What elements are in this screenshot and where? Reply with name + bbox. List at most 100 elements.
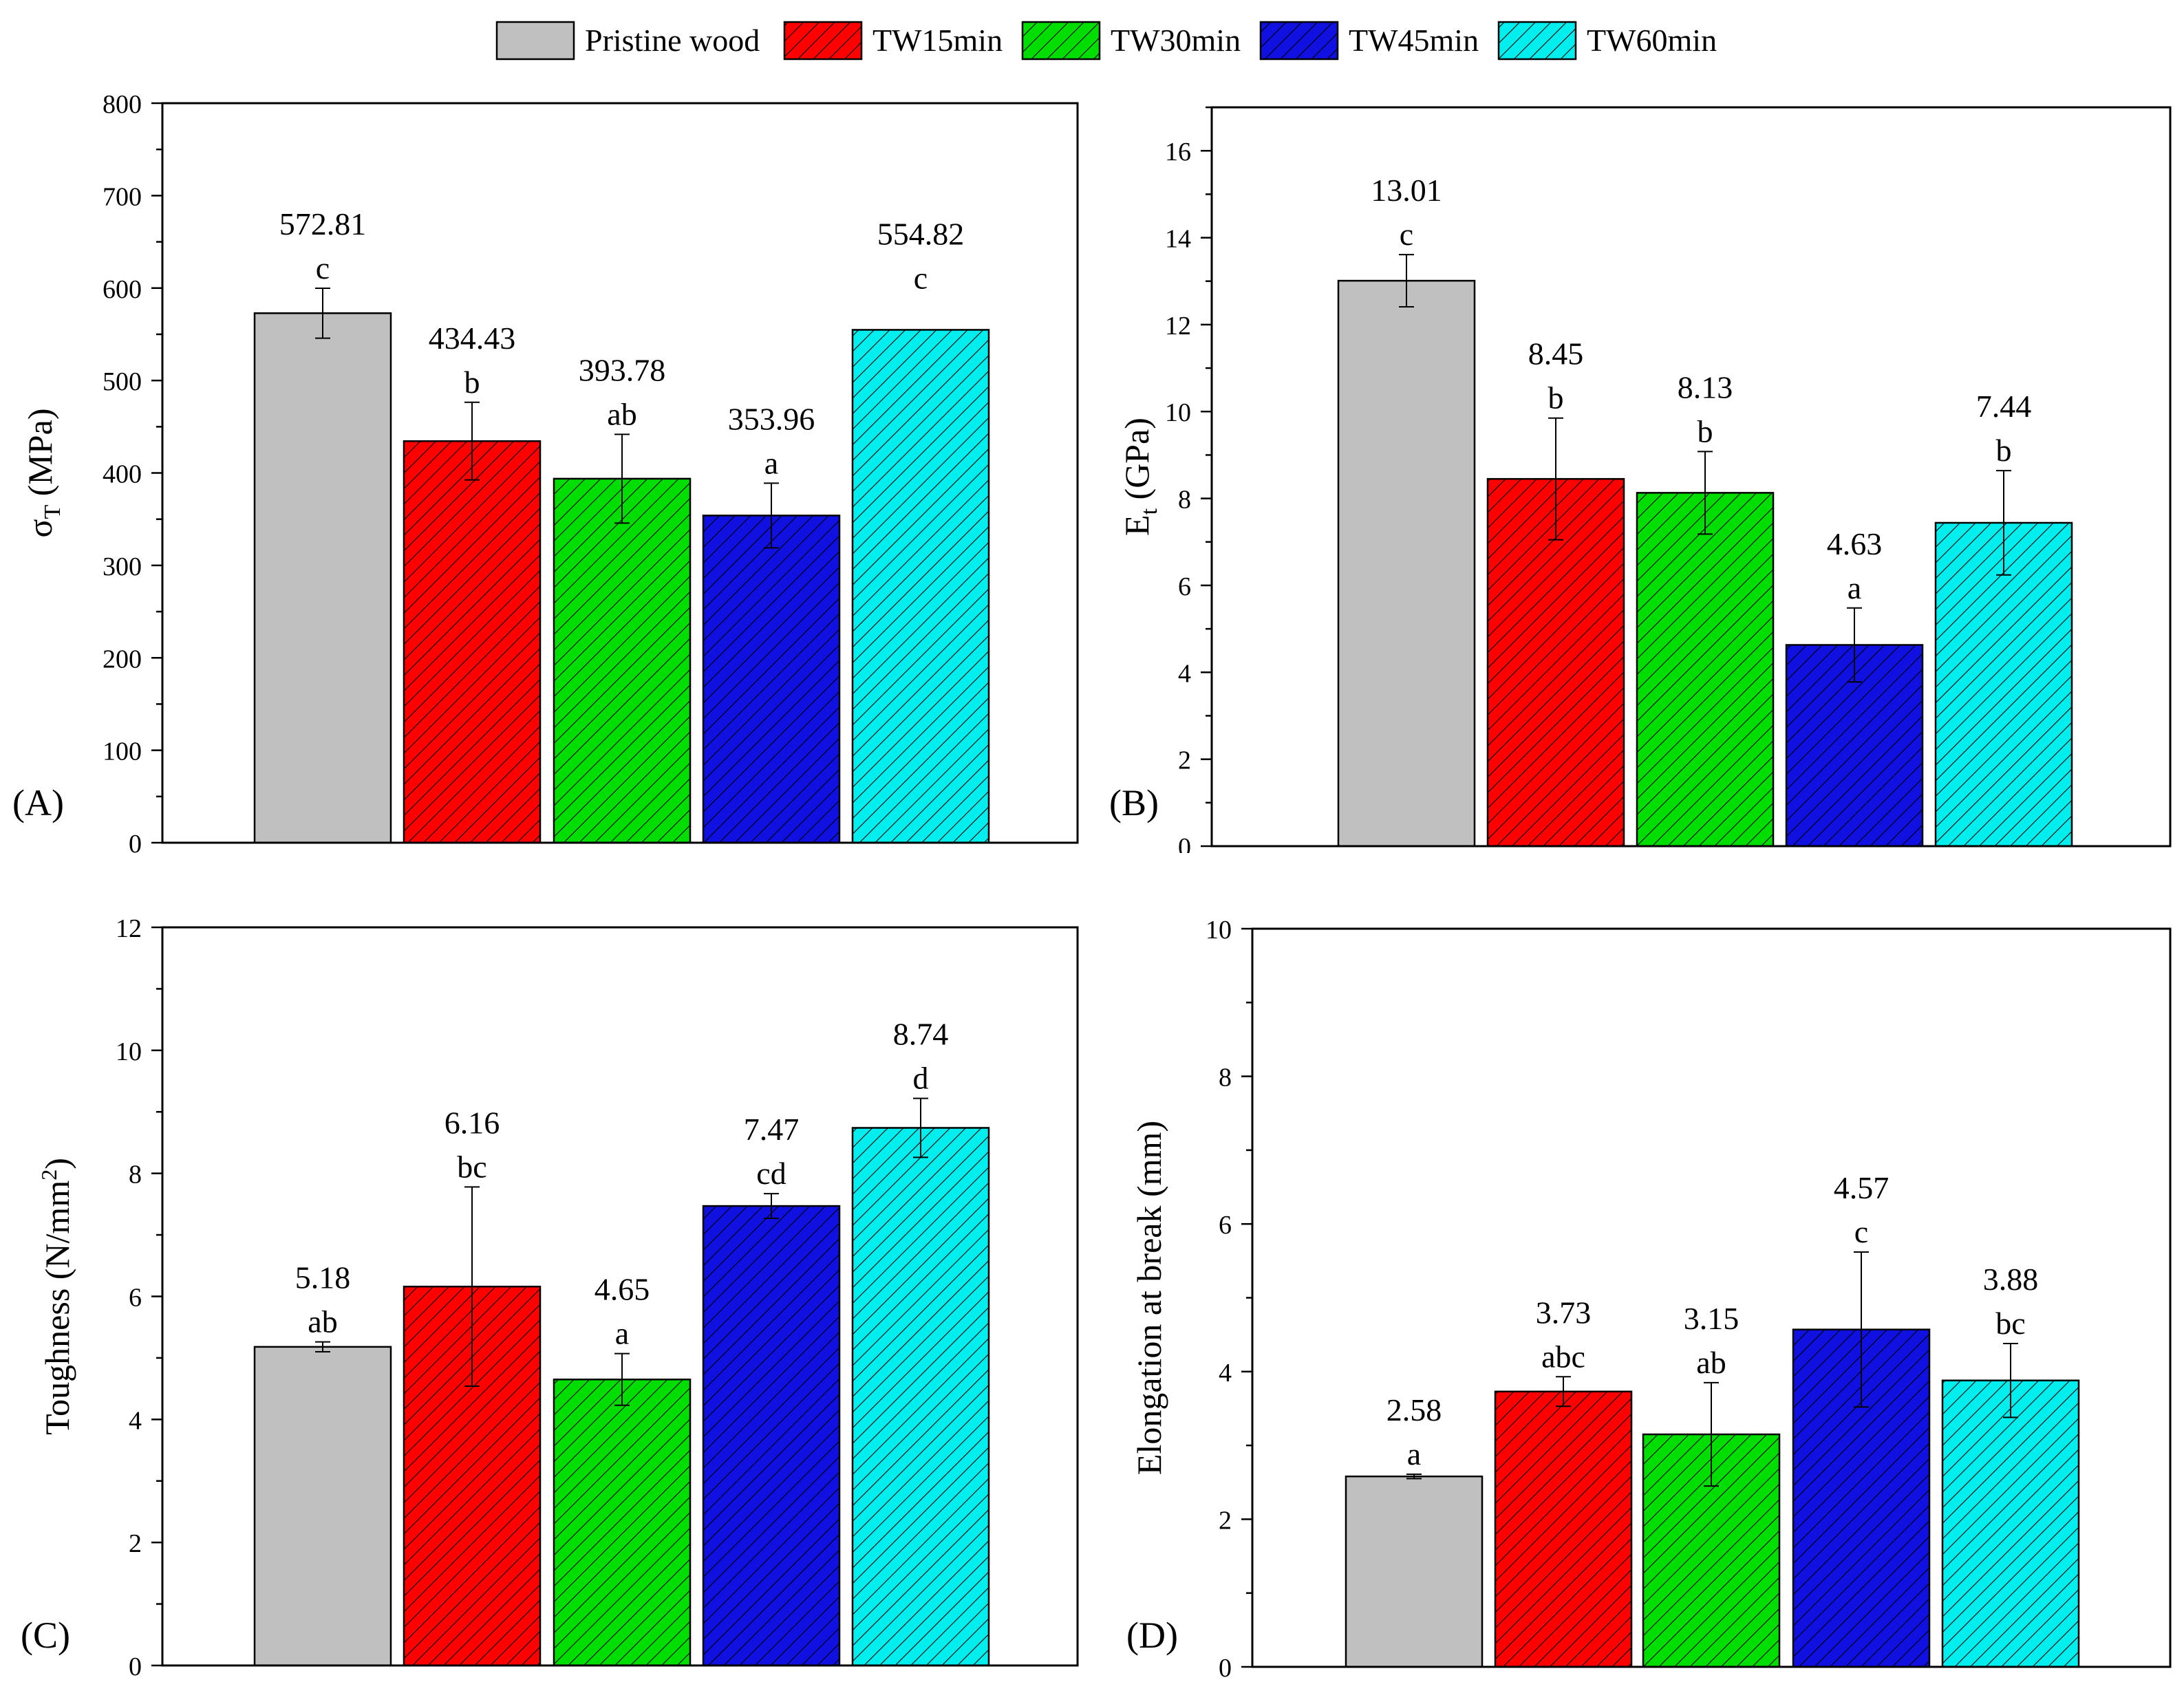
- error-bar-4: [1996, 470, 2011, 576]
- error-bar-1: [1556, 1376, 1571, 1408]
- error-bar-3: [1847, 607, 1862, 683]
- error-bar-3: [1854, 1251, 1869, 1408]
- value-label: 4.65: [595, 1272, 650, 1307]
- significance-letter: b: [1996, 433, 2012, 468]
- y-axis-label: Et (GPa): [1117, 418, 1162, 536]
- value-label: 7.47: [744, 1112, 800, 1147]
- significance-letter: a: [615, 1316, 629, 1351]
- y-tick-label: 0: [129, 1652, 142, 1681]
- significance-letter: a: [1407, 1436, 1421, 1471]
- y-tick-label: 6: [1219, 1211, 1232, 1240]
- value-label: 6.16: [445, 1105, 500, 1140]
- legend-swatch-1: [783, 21, 863, 61]
- y-tick-label: 12: [1165, 312, 1191, 341]
- y-tick-label: 2: [129, 1529, 142, 1558]
- bar-b-2: [1636, 492, 1775, 848]
- y-tick-label: 4: [1178, 659, 1191, 688]
- significance-letter: c: [1400, 217, 1413, 252]
- error-bar-0: [315, 288, 330, 339]
- y-tick-label: 16: [1165, 138, 1191, 166]
- y-tick-label: 100: [103, 737, 142, 766]
- error-bar-4: [2003, 1343, 2018, 1419]
- value-label: 3.15: [1684, 1301, 1739, 1336]
- legend-label-3: TW45min: [1349, 23, 1479, 58]
- y-tick-label: 2: [1219, 1506, 1232, 1535]
- bar-a-3: [702, 515, 841, 844]
- bar-d-1: [1494, 1390, 1633, 1668]
- y-tick-label: 8: [129, 1161, 142, 1189]
- error-bar-4: [913, 1097, 928, 1158]
- legend-swatch-2: [1021, 21, 1101, 61]
- value-label: 3.73: [1536, 1295, 1592, 1330]
- y-tick-label: 800: [103, 90, 142, 119]
- bar-b-4: [1934, 521, 2073, 848]
- y-tick-label: 10: [1206, 916, 1232, 945]
- error-bar-3: [764, 1193, 779, 1219]
- legend-label-4: TW60min: [1587, 23, 1717, 58]
- significance-letter: cd: [756, 1156, 786, 1191]
- error-bar-0: [1406, 1473, 1422, 1480]
- legend-swatch-3: [1259, 21, 1339, 61]
- legend-label-1: TW15min: [872, 23, 1003, 58]
- chart-panel-a: 572.81 c 434.43 b 393.78 ab 353.96 a 554.82 c 0 100…: [12, 90, 1079, 853]
- error-bar-3: [764, 482, 779, 549]
- value-label: 353.96: [728, 401, 815, 436]
- y-tick-label: 4: [1219, 1359, 1232, 1388]
- value-label: 3.88: [1983, 1262, 2039, 1297]
- y-tick-label: 400: [103, 460, 142, 489]
- bar-d-4: [1941, 1379, 2080, 1668]
- legend-swatch-4: [1497, 21, 1577, 61]
- significance-letter: ab: [1696, 1345, 1726, 1380]
- y-tick-label: 14: [1165, 225, 1191, 254]
- y-tick-label: 8: [1219, 1064, 1232, 1092]
- chart-panel-b: 13.01 c 8.45 b 8.13 b 4.63 a 7.44 b 0 2 4 6 8 10 12 14 16 E…: [1109, 106, 2172, 853]
- panel-letter: (A): [12, 782, 64, 823]
- value-label: 2.58: [1387, 1392, 1442, 1427]
- legend-swatch-0: [495, 21, 575, 61]
- y-tick-label: 6: [129, 1284, 142, 1313]
- chart-panel-c: 5.18 ab 6.16 bc 4.65 a 7.47 cd 8.74 d 0 2 4 6 8 10 12 Tou…: [21, 914, 1079, 1681]
- y-axis-label: Toughness (N/mm2): [36, 1158, 76, 1435]
- bar-c-3: [702, 1205, 841, 1667]
- significance-letter: b: [464, 365, 480, 400]
- value-label: 7.44: [1976, 389, 2032, 424]
- panel-letter: (C): [21, 1615, 70, 1656]
- significance-letter: c: [316, 250, 330, 285]
- panel-letter: (B): [1109, 782, 1159, 823]
- significance-letter: bc: [1995, 1306, 2025, 1341]
- significance-letter: bc: [457, 1149, 486, 1184]
- error-bar-2: [614, 433, 630, 524]
- error-bar-1: [464, 401, 480, 481]
- bar-a-0: [253, 312, 392, 844]
- error-bar-1: [1548, 417, 1563, 541]
- value-label: 4.57: [1834, 1170, 1889, 1205]
- y-tick-label: 0: [1219, 1654, 1232, 1683]
- legend-label-2: TW30min: [1111, 23, 1241, 58]
- y-tick-label: 8: [1178, 486, 1191, 515]
- value-label: 8.74: [893, 1017, 949, 1052]
- y-tick-label: 700: [103, 182, 142, 211]
- chart-panel-d: 2.58 a 3.73 abc 3.15 ab 4.57 c 3.88 bc 0 2 4 6 8 10 Elon…: [1126, 916, 2172, 1683]
- significance-letter: a: [1848, 570, 1861, 605]
- significance-letter: a: [764, 445, 778, 480]
- y-tick-label: 0: [1178, 833, 1191, 853]
- y-tick-label: 500: [103, 367, 142, 396]
- value-label: 8.45: [1528, 336, 1584, 371]
- y-axis-label: σT (MPa): [21, 409, 65, 538]
- legend-label-0: Pristine wood: [585, 23, 760, 58]
- error-bar-2: [614, 1352, 630, 1406]
- error-bar-0: [1399, 254, 1414, 308]
- y-tick-label: 200: [103, 645, 142, 673]
- significance-letter: c: [914, 260, 928, 295]
- significance-letter: abc: [1541, 1339, 1585, 1374]
- chart-legend: Pristine wood TW15min TW30min TW45min TW60mi…: [495, 21, 1717, 61]
- value-label: 4.63: [1827, 526, 1883, 561]
- y-tick-label: 0: [129, 830, 142, 853]
- bar-c-2: [553, 1378, 692, 1667]
- value-label: 5.18: [295, 1260, 351, 1295]
- value-label: 572.81: [279, 206, 367, 241]
- bar-d-0: [1345, 1475, 1484, 1668]
- y-tick-label: 12: [116, 914, 142, 943]
- bar-c-4: [851, 1127, 990, 1667]
- bar-a-1: [403, 440, 542, 844]
